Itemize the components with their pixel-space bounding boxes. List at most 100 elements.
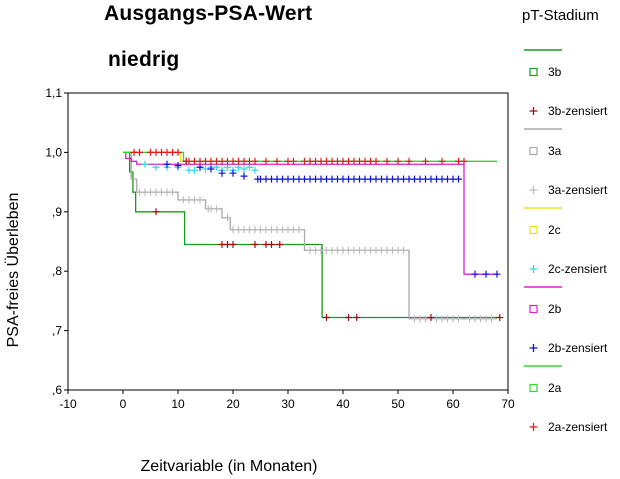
legend-censor-marker-3b: [529, 107, 538, 115]
y-tick-label: ,8: [52, 264, 62, 278]
legend-marker-3b: [529, 67, 538, 77]
censor-mark-3b: [268, 240, 275, 248]
censor-mark-3a: [213, 205, 220, 213]
y-tick-label: 1,0: [45, 145, 62, 159]
censor-mark-3b: [152, 208, 160, 216]
legend-marker-2b: [529, 304, 538, 314]
censor-mark-3a: [488, 315, 495, 323]
censor-mark-2a: [290, 157, 297, 165]
legend-censor-label-3b: 3b-zensiert: [548, 104, 608, 118]
legend-marker-2c: [529, 225, 538, 235]
censor-layer: [130, 148, 504, 323]
censor-mark-3b: [496, 314, 504, 322]
x-tick-label: 10: [171, 397, 185, 411]
censor-mark-3b: [229, 240, 237, 248]
censor-mark-3b: [251, 240, 259, 248]
legend-censor-label-2a: 2a-zensiert: [548, 420, 608, 434]
legend-censor-marker-2a: [529, 423, 538, 431]
censor-mark-2b: [482, 270, 490, 278]
legend-label-3a: 3a: [548, 144, 562, 158]
censor-mark-3b: [353, 314, 361, 322]
chart-title: Ausgangs-PSA-Wert: [104, 2, 313, 25]
legend-censor-label-2c: 2c-zensiert: [548, 262, 607, 276]
censor-mark-3a: [169, 188, 176, 196]
y-tick-label: 1,1: [45, 86, 62, 100]
legend-marker-2a: [529, 383, 538, 393]
censor-mark-2a: [262, 157, 270, 165]
censor-mark-2b: [229, 169, 237, 177]
censor-mark-2a: [136, 148, 143, 156]
y-tick-label: ,7: [52, 324, 62, 338]
censor-mark-2a: [383, 157, 391, 165]
legend: 3b 3b-zensiert 3a 3a-zensiert 2c 2c-zensiert 2…: [524, 49, 608, 434]
censor-mark-3a: [422, 315, 429, 323]
x-tick-label: 20: [226, 397, 240, 411]
legend-marker-3a: [529, 146, 538, 156]
censor-mark-2a: [460, 157, 468, 165]
censor-mark-3b: [345, 314, 352, 322]
legend-censor-marker-3a: [529, 186, 538, 194]
censor-mark-2b: [455, 175, 462, 183]
x-tick-label: 50: [391, 397, 405, 411]
censor-mark-2c: [224, 163, 231, 171]
censor-mark-2b: [471, 270, 479, 278]
legend-title: pT-Stadium: [522, 7, 599, 24]
censor-mark-2b: [163, 160, 171, 168]
censor-mark-2a: [174, 148, 182, 156]
y-tick-label: ,9: [52, 205, 62, 219]
censor-mark-2a: [372, 157, 380, 165]
censor-mark-2b: [240, 172, 248, 180]
x-tick-label: 30: [281, 397, 295, 411]
y-axis-title: PSA-freies Überleben: [4, 193, 22, 348]
censor-mark-2a: [422, 157, 429, 165]
censor-mark-3b: [427, 314, 435, 322]
x-axis-title: Zeitvariable (in Monaten): [141, 458, 318, 475]
legend-censor-marker-2b: [529, 344, 538, 352]
x-tick-label: 40: [336, 397, 350, 411]
censor-mark-3a: [400, 246, 407, 254]
censor-mark-2b: [207, 165, 215, 173]
censor-mark-3a: [224, 214, 231, 222]
y-tick-label: ,6: [52, 383, 62, 397]
censor-mark-2c: [246, 163, 253, 171]
y-axis-ticks: ,6 ,7 ,8 ,9 1,0 1,1: [45, 86, 68, 397]
x-tick-label: 60: [446, 397, 460, 411]
censor-mark-2c: [191, 166, 198, 174]
censor-mark-3b: [323, 314, 330, 322]
censor-mark-2c: [235, 163, 242, 171]
censor-mark-2b: [196, 163, 204, 171]
chart-subtitle: niedrig: [108, 48, 180, 71]
x-tick-label: 0: [120, 397, 127, 411]
legend-label-2a: 2a: [548, 381, 562, 395]
legend-label-2c: 2c: [548, 223, 561, 237]
censor-mark-3a: [455, 315, 462, 323]
censor-mark-2b: [218, 169, 226, 177]
legend-censor-label-3a: 3a-zensiert: [548, 183, 608, 197]
series-line-3b: [123, 151, 500, 319]
legend-censor-marker-2c: [529, 265, 538, 273]
legend-label-3b: 3b: [548, 65, 562, 79]
censor-mark-2a: [273, 157, 281, 165]
legend-label-2b: 2b: [548, 302, 562, 316]
x-tick-label: -10: [59, 397, 77, 411]
censor-mark-2c: [152, 163, 160, 171]
censor-mark-2a: [438, 157, 446, 165]
censor-mark-2b: [174, 161, 182, 169]
censor-mark-3a: [295, 226, 303, 234]
censor-mark-2c: [251, 166, 259, 174]
plot-frame: [67, 92, 509, 391]
x-tick-label: 70: [501, 397, 515, 411]
censor-mark-2c: [213, 163, 220, 171]
legend-censor-label-2b: 2b-zensiert: [548, 341, 608, 355]
censor-mark-2c: [240, 165, 248, 173]
censor-mark-2a: [251, 157, 259, 165]
censor-mark-2b: [493, 270, 501, 278]
x-axis-ticks: -10 0 10 20 30 40 50 60 70: [59, 390, 515, 411]
series-line-2b: [123, 151, 497, 275]
censor-mark-3b: [276, 240, 284, 248]
censor-mark-2c: [141, 160, 149, 168]
censor-mark-2a: [394, 157, 402, 165]
censor-mark-3a: [196, 196, 204, 204]
censor-mark-2a: [405, 157, 413, 165]
